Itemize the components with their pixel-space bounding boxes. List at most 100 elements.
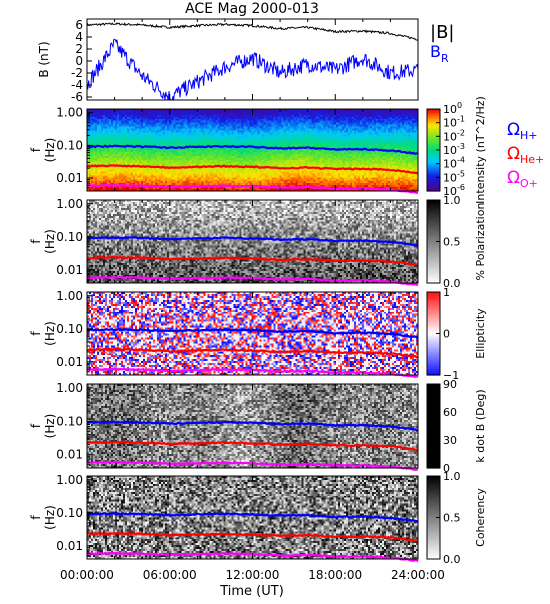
coherency-colorbar-cell xyxy=(427,529,440,533)
wave-normal-colorbar-cell xyxy=(427,390,440,393)
bfield-y-tick-label: -2 xyxy=(71,66,83,80)
wave-normal-colorbar-cell xyxy=(427,453,440,456)
polarization-colorbar-cell xyxy=(427,224,440,228)
wave-normal-colorbar-cell xyxy=(427,432,440,435)
polarization-colorbar-cell xyxy=(427,239,440,243)
bfield-y-tick-label: 0 xyxy=(75,54,83,68)
ellipticity-colorbar-cell xyxy=(427,356,440,359)
coherency-y-tick-label: 1.00 xyxy=(56,473,83,487)
coherency-gyro-heplus-line xyxy=(86,531,419,543)
coherency-colorbar-cell xyxy=(427,519,440,523)
coherency-y-tick-label: 0.01 xyxy=(56,539,83,553)
intensity-colorbar-cell xyxy=(427,123,440,126)
intensity-colorbar-cell xyxy=(427,186,440,190)
intensity-colorbar-cell xyxy=(427,152,440,155)
wave-normal-colorbar-tick-label: 0 xyxy=(443,462,450,475)
intensity-colorbar-cell xyxy=(427,141,440,145)
wave-normal-colorbar-cell xyxy=(427,392,440,396)
intensity-colorbar-cell xyxy=(427,139,440,143)
ellipticity-colorbar-tick-label: −1 xyxy=(443,369,459,382)
wave-normal-colorbar-cell xyxy=(427,451,440,454)
ellipticity-colorbar-tick-label: 0 xyxy=(443,328,450,341)
ellipticity-colorbar-cell xyxy=(427,372,440,376)
wave-normal-colorbar-frame xyxy=(426,383,441,469)
wave-normal-colorbar-cell xyxy=(427,384,440,387)
polarization-colorbar-tick-label: 0.0 xyxy=(443,277,461,290)
coherency-colorbar-cell xyxy=(427,494,440,498)
polarization-colorbar-tick-label: 0.5 xyxy=(443,236,461,249)
bfield-y-label: B (nT) xyxy=(37,41,51,77)
wave-normal-colorbar-cell xyxy=(427,394,440,398)
ellipticity-colorbar-cell xyxy=(427,298,440,301)
wave-normal-colorbar-cell xyxy=(427,428,440,431)
ellipticity-colorbar-tick-label: 1 xyxy=(443,286,450,299)
wave-normal-colorbar-cell xyxy=(427,459,440,463)
coherency-colorbar-cell xyxy=(427,527,440,531)
intensity-y-tick-label: 0.01 xyxy=(56,171,83,185)
legend-total-field: |B| xyxy=(430,22,454,43)
wave-normal-colorbar-cell xyxy=(427,430,440,433)
coherency-colorbar-cell xyxy=(427,496,440,500)
ellipticity-colorbar-cell xyxy=(427,329,440,333)
figure-title: ACE Mag 2000-013 xyxy=(185,1,319,17)
wave-normal-colorbar-cell xyxy=(427,413,440,417)
intensity-colorbar-cell xyxy=(427,109,440,112)
intensity-colorbar-cell xyxy=(427,121,440,124)
ellipticity-colorbar-cell xyxy=(427,368,440,372)
coherency-colorbar-cell xyxy=(427,509,440,512)
polarization-colorbar-label: % Polarization xyxy=(474,203,487,281)
ellipticity-colorbar-cell xyxy=(427,352,440,355)
coherency-y-label-f: f xyxy=(29,515,43,520)
intensity-colorbar-cell xyxy=(427,115,440,118)
intensity-colorbar-cell xyxy=(427,137,440,141)
ellipticity-colorbar-cell xyxy=(427,296,440,299)
coherency-colorbar-cell xyxy=(427,538,440,541)
ellipticity-colorbar-cell xyxy=(427,325,440,328)
wave-normal-colorbar-tick-label: 30 xyxy=(443,434,457,447)
polarization-y-label-unit: (Hz) xyxy=(43,229,57,254)
ellipticity-colorbar-cell xyxy=(427,314,440,318)
coherency-colorbar-cell xyxy=(427,480,440,483)
wave-normal-colorbar-cell xyxy=(427,449,440,452)
wave-normal-gyro-hplus-line xyxy=(86,420,419,431)
coherency-colorbar-cell xyxy=(427,554,440,558)
bfield-traces xyxy=(87,22,418,100)
coherency-colorbar-cell xyxy=(427,548,440,552)
intensity-colorbar-cell xyxy=(427,117,440,120)
ellipticity-y-tick-label: 0.10 xyxy=(56,322,83,336)
ellipticity-colorbar-cell xyxy=(427,316,440,320)
wave-normal-y-label-f: f xyxy=(29,423,43,428)
coherency-colorbar-cell xyxy=(427,515,440,519)
ellipticity-colorbar-cell xyxy=(427,358,440,362)
intensity-colorbar-cell xyxy=(427,156,440,159)
wave-normal-colorbar-cell xyxy=(427,396,440,400)
polarization-colorbar-cell xyxy=(427,262,440,265)
intensity-colorbar-cell xyxy=(427,135,440,139)
intensity-colorbar-cell xyxy=(427,168,440,172)
ellipticity-colorbar-cell xyxy=(427,339,440,343)
polarization-colorbar-cell xyxy=(427,272,440,276)
coherency-colorbar-cell xyxy=(427,532,440,535)
intensity-colorbar-cell xyxy=(427,172,440,176)
wave-normal-colorbar-cell xyxy=(427,461,440,465)
bfield-y-tick-label: 2 xyxy=(75,42,83,56)
coherency-colorbar-cell xyxy=(427,552,440,556)
intensity-colorbar-cell xyxy=(427,178,440,182)
polarization-colorbar-cell xyxy=(427,229,440,232)
intensity-colorbar-cell xyxy=(427,170,440,174)
coherency-colorbar-cell xyxy=(427,540,440,543)
coherency-colorbar-cell xyxy=(427,488,440,492)
intensity-colorbar-cell xyxy=(427,174,440,178)
wave-normal-colorbar-cell xyxy=(427,419,440,423)
legend-he-plus: ΩHe+ xyxy=(507,144,544,166)
x-tick-label: 12:00:00 xyxy=(226,568,280,582)
coherency-colorbar-cell xyxy=(427,492,440,496)
ellipticity-colorbar-cell xyxy=(427,306,440,310)
ellipticity-colorbar-cell xyxy=(427,292,440,295)
ellipticity-y-tick-label: 0.01 xyxy=(56,355,83,369)
ellipticity-y-label-unit: (Hz) xyxy=(43,321,57,346)
coherency-colorbar-cell xyxy=(427,482,440,485)
coherency-colorbar-cell xyxy=(427,525,440,529)
wave-normal-colorbar-cell xyxy=(427,388,440,391)
intensity-colorbar-cell xyxy=(427,119,440,122)
